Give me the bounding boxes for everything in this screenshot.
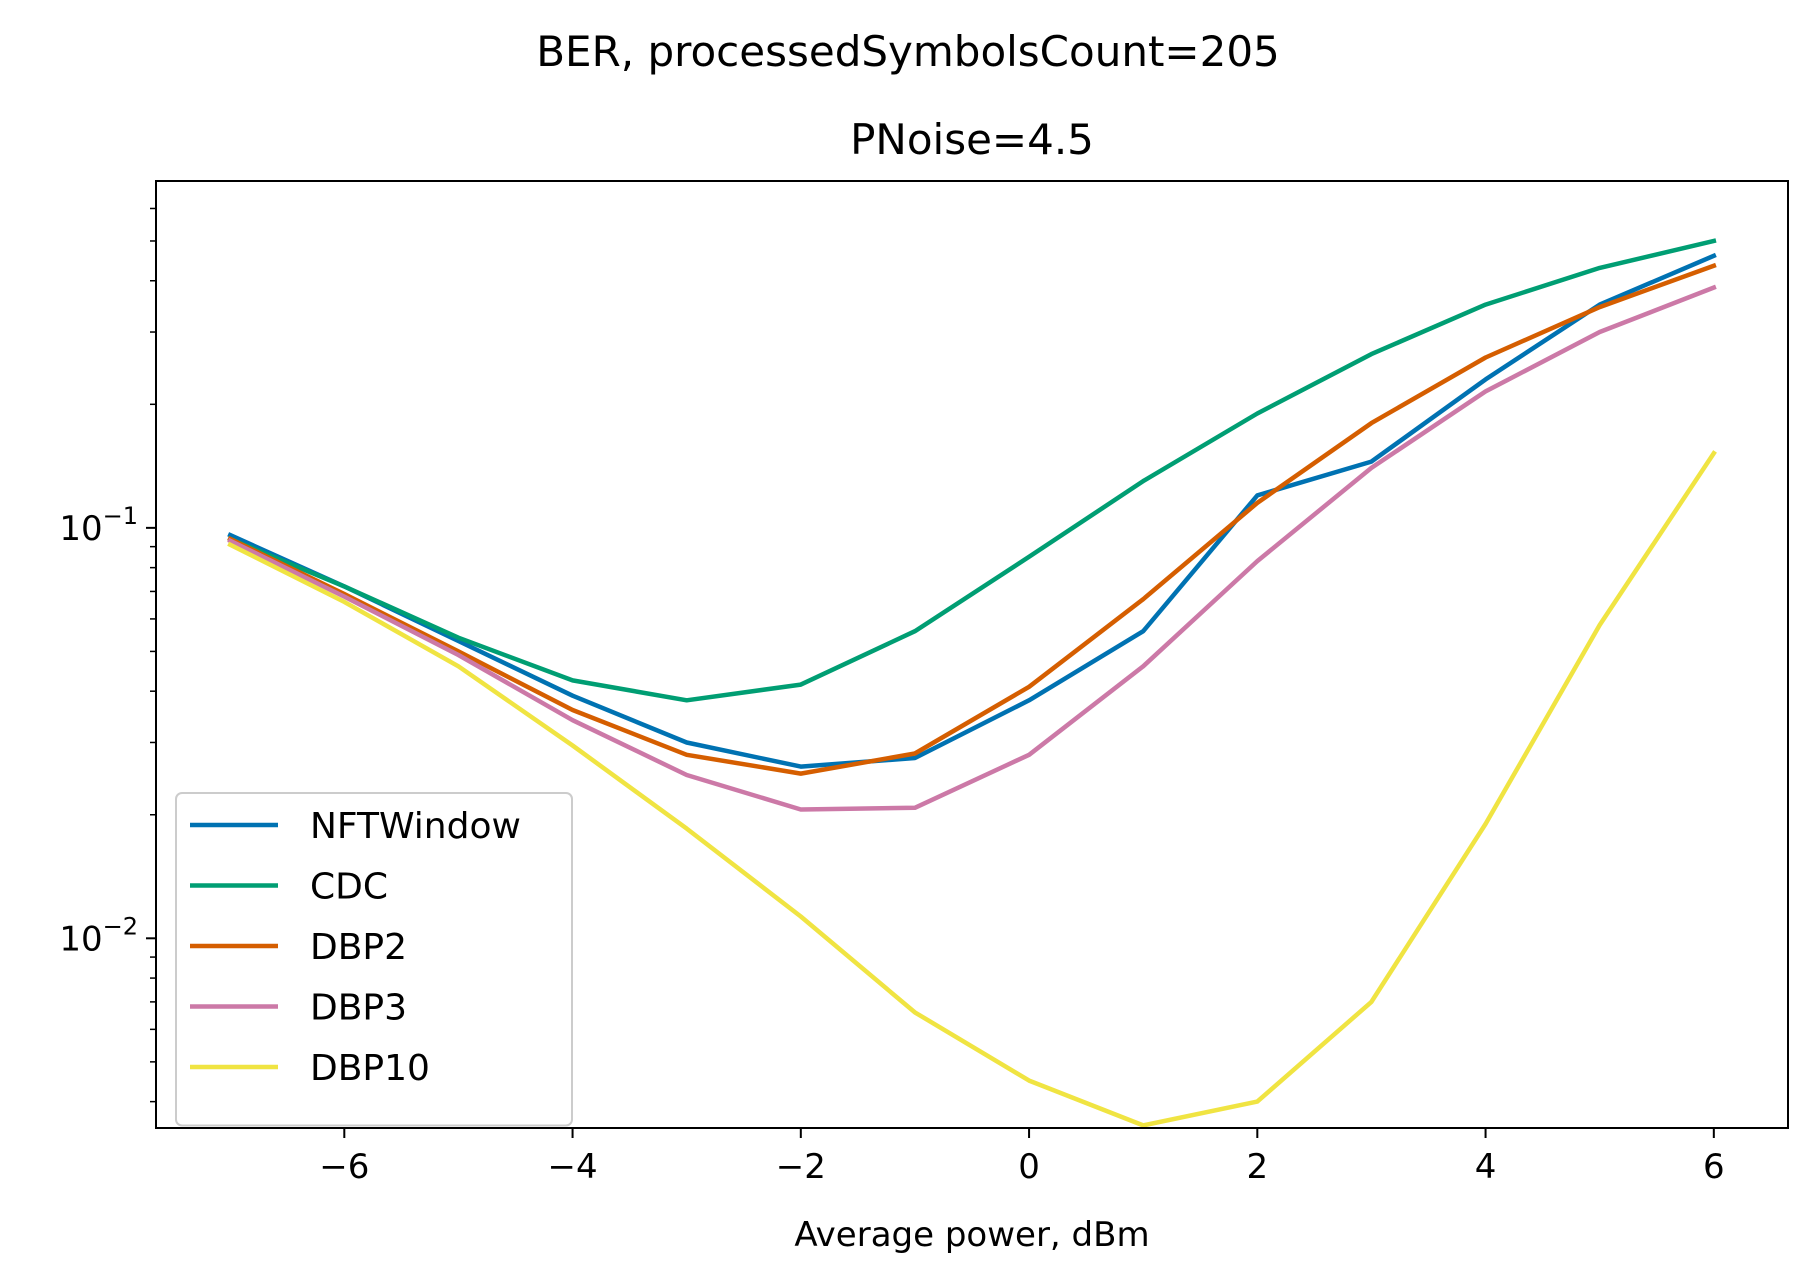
series-line-dbp10 xyxy=(227,450,1717,1128)
axes-title: PNoise=4.5 xyxy=(850,115,1094,164)
figure-suptitle: BER, processedSymbolsCount=205 xyxy=(536,27,1280,76)
series-line-cdc xyxy=(227,238,1717,703)
legend-box xyxy=(175,792,573,1127)
legend-label-nftwindow: NFTWindow xyxy=(310,806,521,847)
legend-label-cdc: CDC xyxy=(310,867,388,908)
x-tick-label: 6 xyxy=(1703,1147,1725,1187)
plot-area-frame xyxy=(155,180,1789,1129)
legend-label-dbp2: DBP2 xyxy=(310,927,407,968)
y-axis: 10−1 10−2 xyxy=(59,207,156,1103)
x-tick-label: −2 xyxy=(776,1147,826,1187)
legend-label-dbp3: DBP3 xyxy=(310,988,407,1029)
x-tick-label: 2 xyxy=(1246,1147,1268,1187)
legend: NFTWindow CDC DBP2 DBP3 DBP10 xyxy=(175,792,573,1127)
series-line-dbp3 xyxy=(227,284,1717,812)
series-line-nftwindow xyxy=(227,252,1717,769)
x-axis: −6 −4 −2 0 2 4 6 xyxy=(319,1128,1725,1187)
x-tick-label: −4 xyxy=(547,1147,597,1187)
x-tick-label: −6 xyxy=(319,1147,369,1187)
y-tick-label: 10−2 xyxy=(59,912,138,959)
x-tick-label: 4 xyxy=(1475,1147,1497,1187)
x-tick-label: 0 xyxy=(1018,1147,1040,1187)
y-tick-label: 10−1 xyxy=(59,502,138,549)
legend-label-dbp10: DBP10 xyxy=(310,1048,430,1089)
x-axis-label: Average power, dBm xyxy=(794,1215,1149,1255)
series-layer xyxy=(227,238,1717,1128)
series-line-dbp2 xyxy=(227,262,1717,776)
